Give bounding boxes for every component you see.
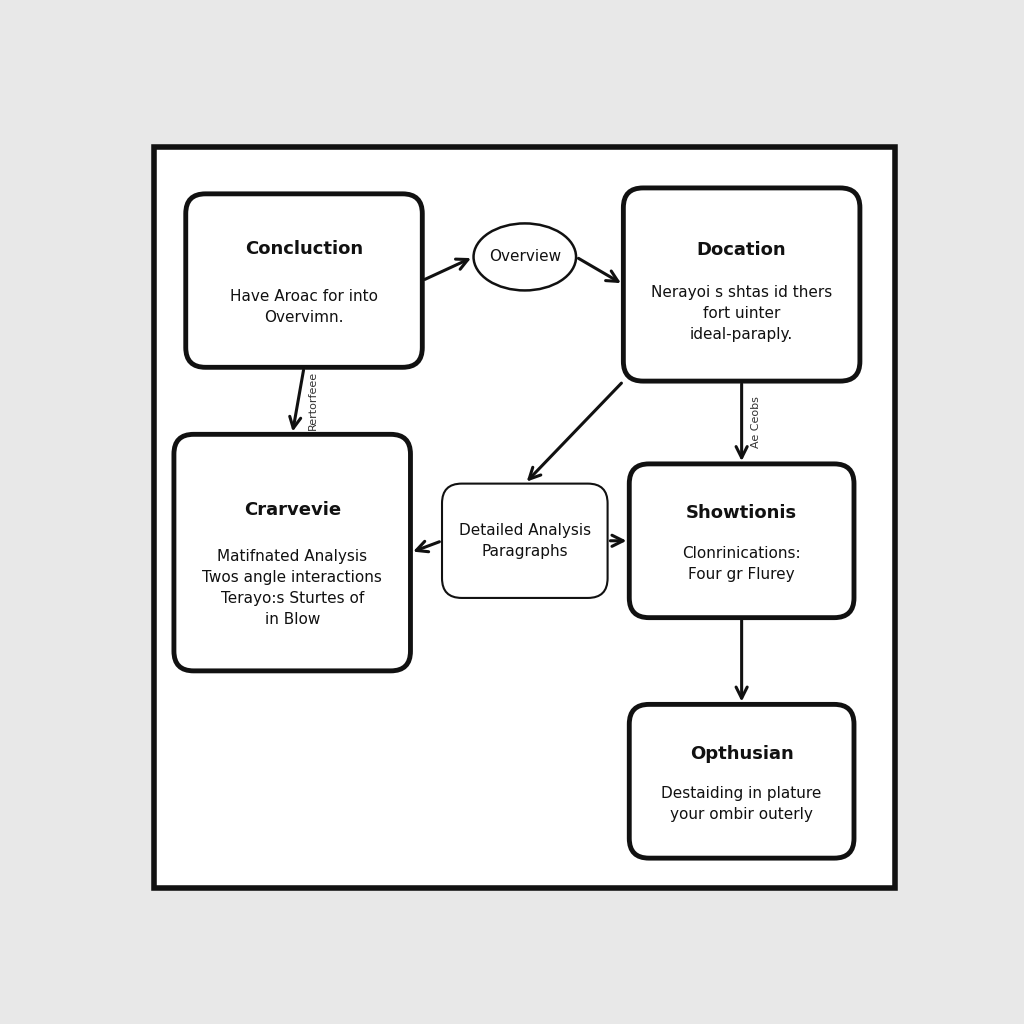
FancyBboxPatch shape: [174, 434, 411, 671]
Text: Crarvevie: Crarvevie: [244, 501, 341, 519]
Text: Matifnated Analysis
Twos angle interactions
Terayo:s Sturtes of
in Blow: Matifnated Analysis Twos angle interacti…: [203, 549, 382, 627]
Text: Ae Ceobs: Ae Ceobs: [751, 396, 761, 449]
FancyBboxPatch shape: [185, 194, 422, 368]
Text: Showtionis: Showtionis: [686, 504, 798, 522]
FancyBboxPatch shape: [155, 146, 895, 888]
Text: Detailed Analysis
Paragraphs: Detailed Analysis Paragraphs: [459, 523, 591, 559]
FancyBboxPatch shape: [442, 483, 607, 598]
Ellipse shape: [473, 223, 577, 291]
Text: Have Aroac for into
Overvimn.: Have Aroac for into Overvimn.: [230, 289, 378, 325]
Text: Opthusian: Opthusian: [690, 744, 794, 763]
Text: Destaiding in plature
your ombir outerly: Destaiding in plature your ombir outerly: [662, 786, 822, 822]
FancyBboxPatch shape: [630, 464, 854, 617]
Text: Rertorfeee: Rertorfeee: [307, 372, 317, 430]
Text: Concluction: Concluction: [245, 241, 364, 258]
FancyBboxPatch shape: [630, 705, 854, 858]
Text: Nerayoi s shtas id thers
fort uinter
ideal-paraply.: Nerayoi s shtas id thers fort uinter ide…: [651, 285, 833, 342]
FancyBboxPatch shape: [624, 188, 860, 381]
Text: Overview: Overview: [488, 250, 561, 264]
Text: Docation: Docation: [696, 241, 786, 259]
Text: Clonrinications:
Four gr Flurey: Clonrinications: Four gr Flurey: [682, 546, 801, 582]
